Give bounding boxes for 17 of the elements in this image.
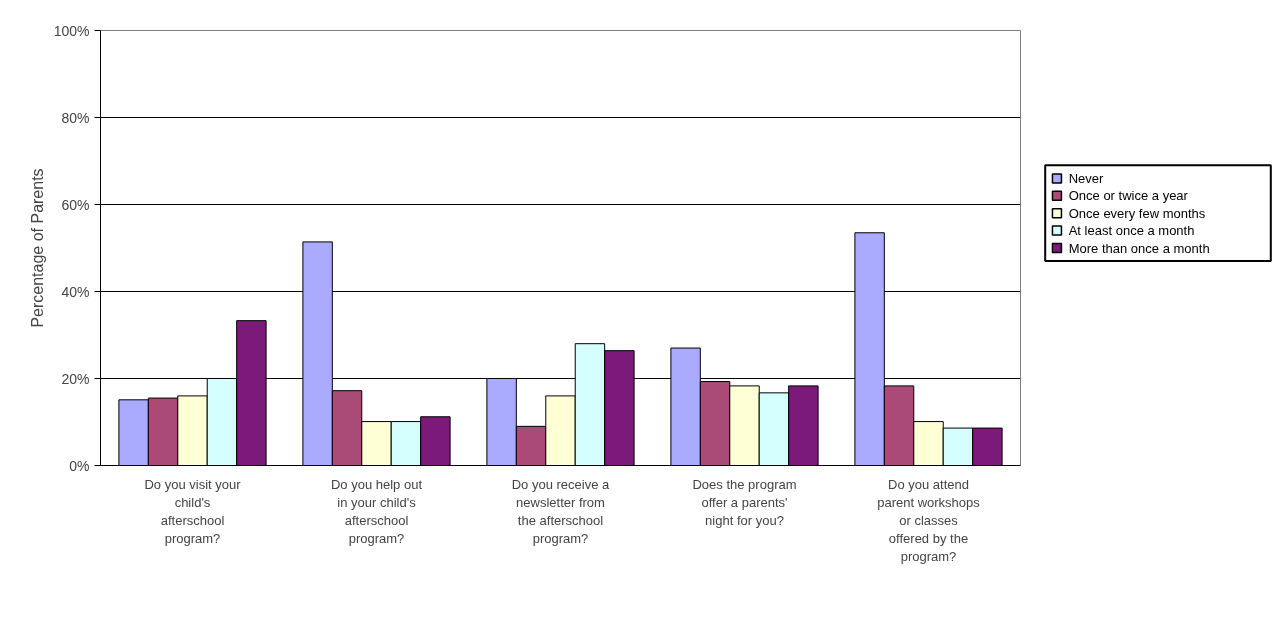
x-tick-label: Does the program offer a parents' night for you? (692, 476, 797, 528)
x-tick-label: Do you visit your child's afterschool program? (144, 476, 242, 546)
y-tick-label: 20% (61, 370, 90, 387)
y-tick-label: 40% (61, 283, 90, 300)
legend-label: Once every few months (1068, 205, 1206, 221)
y-tick-label: 0% (69, 457, 90, 474)
y-axis-title: Percentage of Parents (28, 168, 46, 328)
legend-label: More than once a month (1068, 240, 1210, 256)
x-tick-label: Do you attend parent workshops or classes offered by the program? (877, 476, 981, 564)
x-tick-label: Do you receive a newsletter from the afterschool program? (511, 476, 611, 546)
y-tick-label: 100% (53, 22, 90, 39)
y-tick-label: 60% (61, 196, 90, 213)
legend-label: Never (1068, 170, 1105, 186)
x-tick-label: Do you help out in your child's afterschool program? (330, 476, 423, 546)
legend-label: At least once a month (1068, 223, 1195, 239)
y-tick-label: 80% (61, 109, 90, 126)
legend-label: Once or twice a year (1068, 188, 1189, 204)
